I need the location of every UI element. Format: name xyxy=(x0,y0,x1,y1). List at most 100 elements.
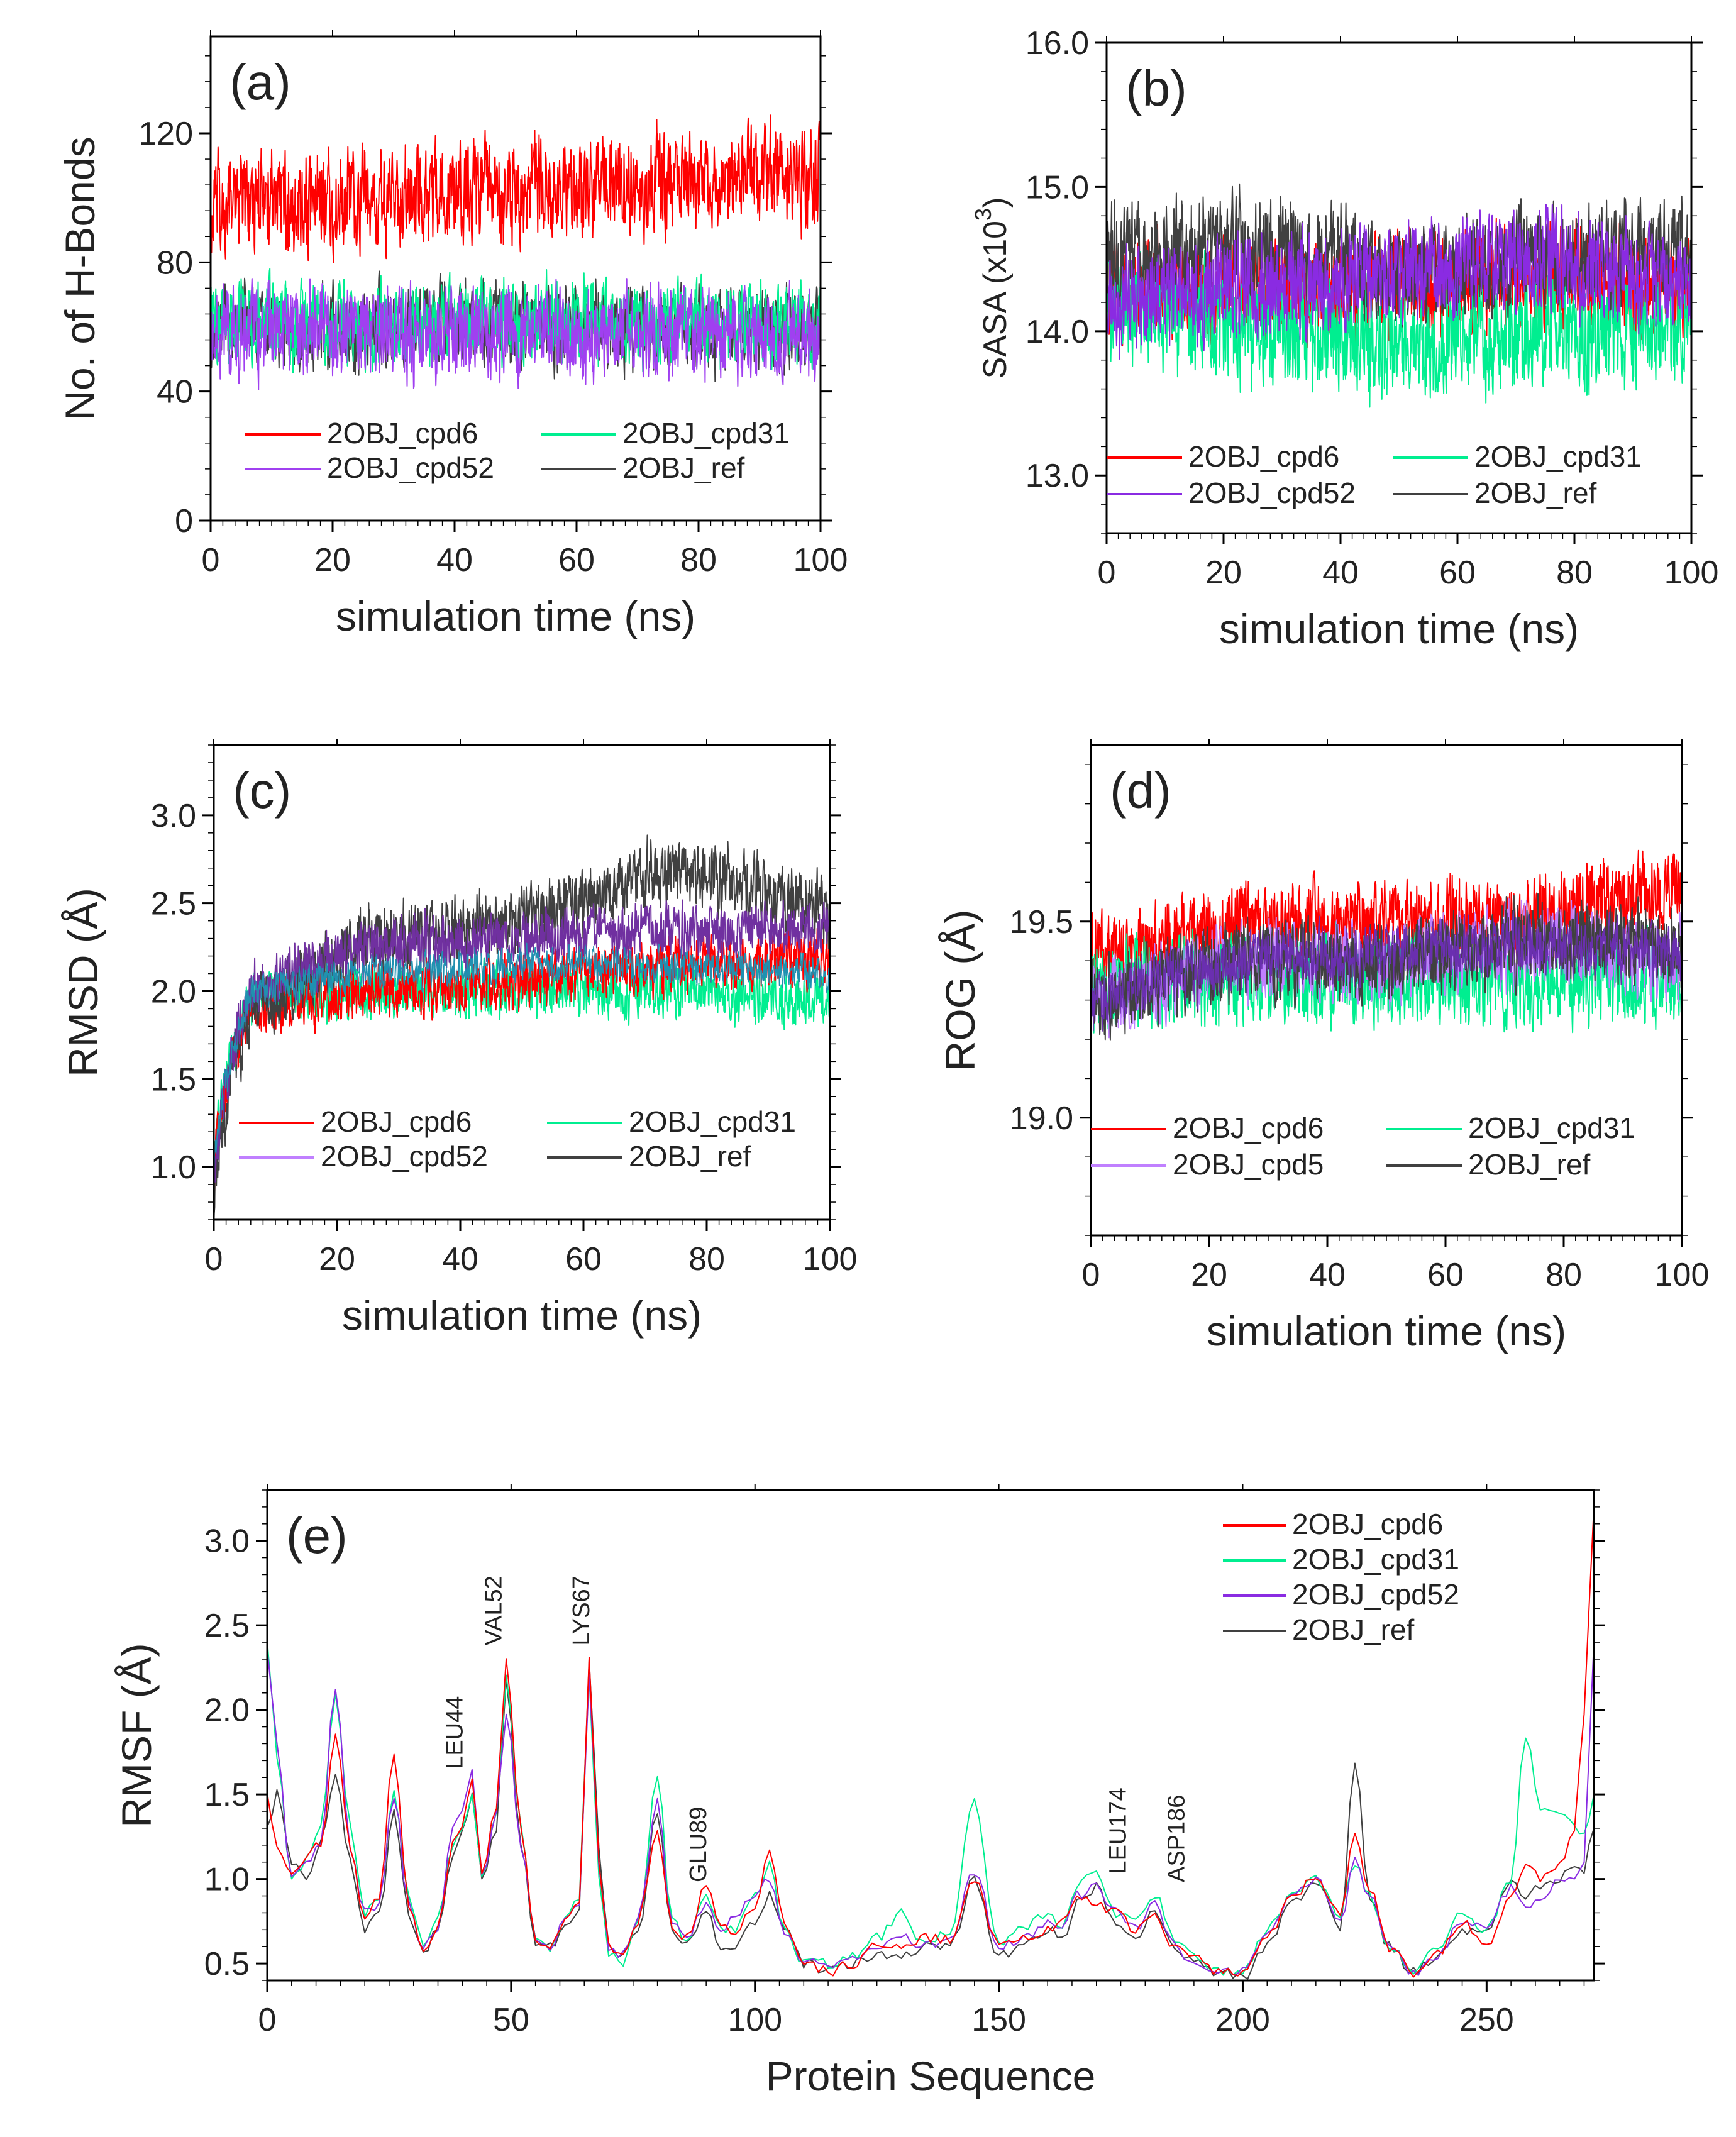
x-tick-label-e: 50 xyxy=(493,2002,529,2038)
panel-a-plot-area xyxy=(211,114,821,390)
x-tick-label-a: 80 xyxy=(680,542,717,578)
x-tick-label-b: 0 xyxy=(1098,555,1116,591)
series-line-b-2OBJ_cpd52 xyxy=(1107,204,1691,360)
legend-label-b: 2OBJ_cpd52 xyxy=(1188,477,1356,509)
legend-label-b: 2OBJ_ref xyxy=(1474,477,1597,509)
y-tick-label-e: 0.5 xyxy=(204,1946,250,1982)
annotation-e: LEU44 xyxy=(441,1696,468,1769)
y-tick-label-e: 1.0 xyxy=(204,1862,250,1898)
y-axis-label-main-b: SASA (x10 xyxy=(977,221,1014,378)
x-tick-label-b: 20 xyxy=(1205,555,1242,591)
y-tick-label-e: 2.0 xyxy=(204,1692,250,1729)
panel-a: 0 20 40 60 80 100 0 40 80 120 simulation time (ns)… xyxy=(57,30,848,639)
y-tick-label-a: 120 xyxy=(138,116,193,152)
x-tick-label-b: 80 xyxy=(1556,555,1593,591)
legend-label-c: 2OBJ_cpd6 xyxy=(321,1105,472,1138)
legend-label-c: 2OBJ_cpd52 xyxy=(321,1140,488,1173)
y-tick-label-e: 2.5 xyxy=(204,1608,250,1644)
y-axis-label-d: ROG (Å) xyxy=(937,910,983,1071)
legend-label-d: 2OBJ_ref xyxy=(1468,1148,1591,1181)
y-tick-label-d: 19.0 xyxy=(1010,1100,1073,1137)
y-tick-label-c: 3.0 xyxy=(151,798,196,834)
legend-label-c: 2OBJ_ref xyxy=(629,1140,751,1173)
x-tick-label-c: 20 xyxy=(319,1241,355,1278)
y-tick-label-b: 15.0 xyxy=(1026,169,1089,206)
y-tick-label-c: 1.0 xyxy=(151,1149,196,1186)
x-tick-label-b: 60 xyxy=(1439,555,1476,591)
y-tick-label-e: 3.0 xyxy=(204,1523,250,1560)
annotation-e: LYS67 xyxy=(568,1576,595,1645)
x-tick-label-e: 150 xyxy=(971,2002,1026,2038)
x-tick-label-c: 80 xyxy=(688,1241,725,1278)
x-tick-label-b: 40 xyxy=(1322,555,1359,591)
legend-label-a: 2OBJ_cpd52 xyxy=(327,451,494,484)
legend-label-d: 2OBJ_cpd6 xyxy=(1173,1112,1324,1144)
x-axis-label-e: Protein Sequence xyxy=(766,2053,1096,2099)
annotation-e: GLU89 xyxy=(685,1807,712,1882)
x-tick-label-d: 40 xyxy=(1309,1257,1346,1293)
panel-d: 0 20 40 60 80 100 19.0 19.5 simulation time (ns)… xyxy=(937,739,1709,1354)
annotation-e: LEU174 xyxy=(1105,1787,1131,1874)
series-line-c-2OBJ_cpd52-overlay xyxy=(214,942,830,1201)
y-tick-label-e: 1.5 xyxy=(204,1777,250,1813)
x-axis-label-a: simulation time (ns) xyxy=(336,593,695,639)
x-tick-label-d: 100 xyxy=(1655,1257,1710,1293)
x-tick-label-a: 60 xyxy=(558,542,595,578)
legend-label-a: 2OBJ_cpd6 xyxy=(327,417,478,450)
x-tick-label-e: 100 xyxy=(727,2002,782,2038)
annotation-e: ASP186 xyxy=(1163,1795,1190,1882)
legend-label-d: 2OBJ_cpd5 xyxy=(1173,1148,1324,1181)
legend-label-c: 2OBJ_cpd31 xyxy=(629,1105,796,1138)
legend-label-a: 2OBJ_cpd31 xyxy=(622,417,790,450)
x-tick-label-c: 40 xyxy=(442,1241,478,1278)
legend-label-e: 2OBJ_cpd6 xyxy=(1292,1508,1443,1540)
series-line-a-2OBJ_cpd6 xyxy=(211,114,821,263)
x-tick-label-e: 200 xyxy=(1215,2002,1270,2038)
legend-label-e: 2OBJ_ref xyxy=(1292,1613,1415,1646)
y-axis-label-end-b: ) xyxy=(977,197,1014,208)
x-tick-label-a: 40 xyxy=(436,542,473,578)
series-line-a-2OBJ_cpd31 xyxy=(211,268,821,374)
x-tick-label-a: 0 xyxy=(202,542,220,578)
panel-label-d: (d) xyxy=(1110,763,1171,819)
x-tick-label-c: 60 xyxy=(565,1241,602,1278)
x-tick-label-e: 0 xyxy=(258,2002,277,2038)
y-tick-label-c: 1.5 xyxy=(151,1061,196,1098)
panel-c: 0 20 40 60 80 100 1.0 1.5 2.0 2.5 3.0 simulation ti… xyxy=(60,739,857,1339)
series-line-d-2OBJ_ref xyxy=(1091,893,1682,1041)
panel-e-plot-area xyxy=(267,1506,1594,1980)
x-tick-label-d: 60 xyxy=(1427,1257,1464,1293)
panel-c-plot-area xyxy=(214,834,830,1220)
x-axis-label-c: simulation time (ns) xyxy=(342,1292,702,1339)
y-axis-label-e: RMSF (Å) xyxy=(113,1643,160,1827)
legend-label-a: 2OBJ_ref xyxy=(622,451,745,484)
series-line-a-2OBJ_cpd52 xyxy=(211,278,821,390)
panel-b: 0 20 40 60 80 100 13.0 14.0 15.0 16.0 simulation t… xyxy=(970,25,1718,652)
y-axis-label-exp-b: 3 xyxy=(970,208,996,221)
y-tick-label-a: 0 xyxy=(175,503,193,539)
series-line-e-2OBJ_cpd6 xyxy=(267,1506,1594,1978)
y-tick-label-d: 19.5 xyxy=(1010,904,1073,941)
x-axis-label-d: simulation time (ns) xyxy=(1207,1308,1566,1354)
series-line-d-2OBJ_cpd5-overlay xyxy=(1091,910,1682,1032)
y-tick-label-c: 2.0 xyxy=(151,973,196,1010)
legend-label-d: 2OBJ_cpd31 xyxy=(1468,1112,1635,1144)
panel-b-plot-area xyxy=(1107,183,1691,408)
panel-label-a: (a) xyxy=(229,54,291,110)
x-tick-label-c: 100 xyxy=(803,1241,858,1278)
y-tick-label-b: 14.0 xyxy=(1026,314,1089,350)
x-tick-label-d: 80 xyxy=(1545,1257,1582,1293)
x-tick-label-d: 0 xyxy=(1082,1257,1100,1293)
y-axis-label-c: RMSD (Å) xyxy=(60,888,106,1077)
series-line-e-2OBJ_cpd52 xyxy=(267,1642,1594,1976)
x-tick-label-b: 100 xyxy=(1664,555,1719,591)
panel-label-b: (b) xyxy=(1125,60,1187,116)
legend-label-e: 2OBJ_cpd52 xyxy=(1292,1578,1459,1611)
x-tick-label-c: 0 xyxy=(205,1241,223,1278)
legend-label-b: 2OBJ_cpd6 xyxy=(1188,440,1339,473)
panel-d-plot-area xyxy=(1091,849,1682,1041)
panel-label-e: (e) xyxy=(286,1508,348,1564)
y-tick-label-c: 2.5 xyxy=(151,886,196,922)
panel-label-c: (c) xyxy=(233,763,291,819)
